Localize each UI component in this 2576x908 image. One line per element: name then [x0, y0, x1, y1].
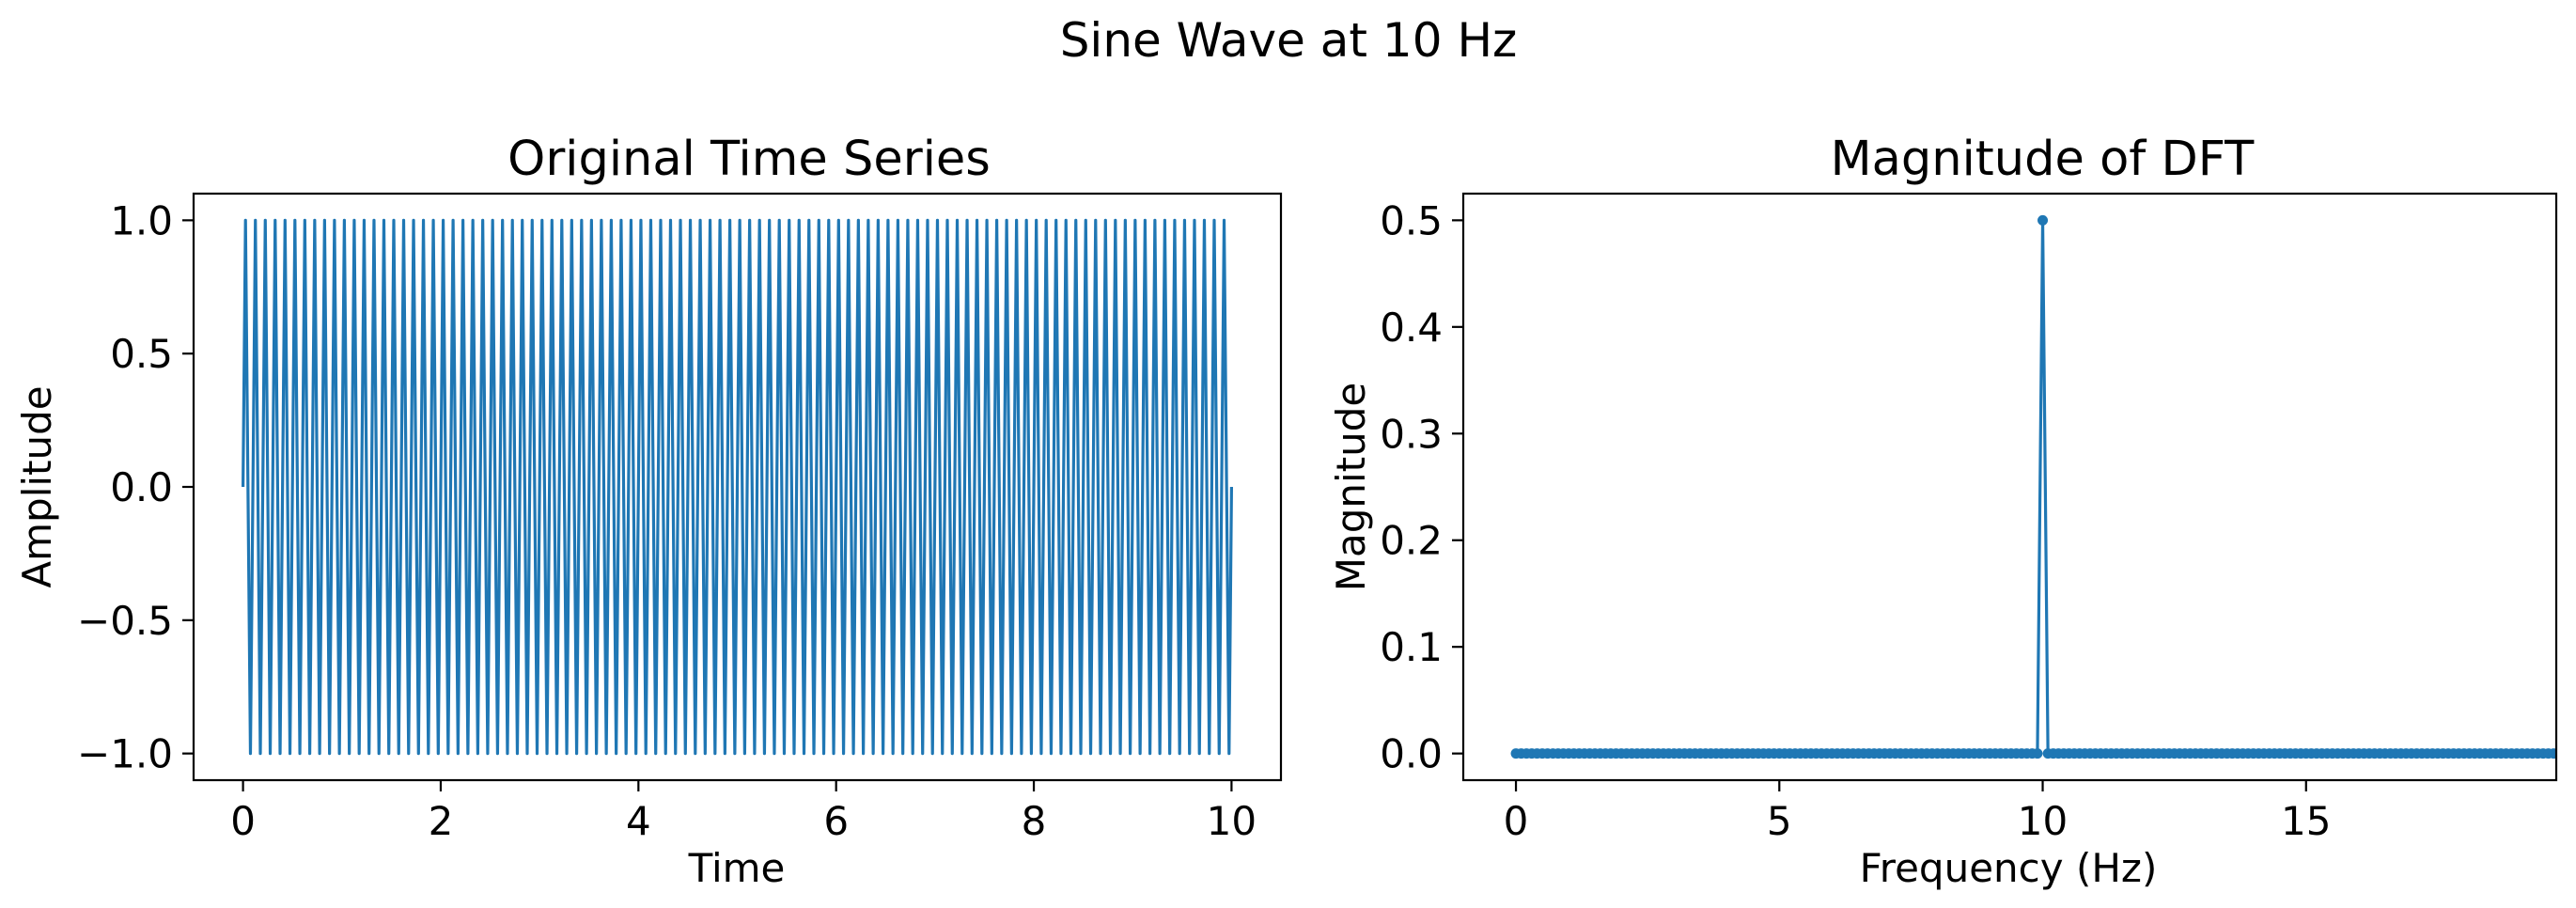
time-series-title: Original Time Series [507, 132, 991, 187]
time-series-plot-area [241, 218, 1234, 756]
dft-y-tick-label: 0.0 [1380, 731, 1443, 777]
time-series-y-tick-label: −0.5 [77, 598, 173, 644]
dft-x-tick-label: 0 [1504, 798, 1529, 844]
dft-point [2032, 748, 2043, 759]
dft-y-tick-label: 0.2 [1380, 518, 1443, 564]
dft-x-label: Frequency (Hz) [1860, 845, 2158, 891]
time-series-panel: Original Time Series 0 2 4 6 8 10 −1.0 −0.5 0.0… [14, 132, 1283, 891]
time-series-x-tick-label: 2 [429, 798, 454, 844]
time-series-x-ticks: 0 2 4 6 8 10 [230, 780, 1257, 844]
time-series-y-tick-label: −1.0 [77, 731, 173, 777]
dft-x-ticks: 0 5 10 15 [1504, 780, 2331, 844]
time-series-x-tick-label: 6 [823, 798, 849, 844]
time-series-x-tick-label: 8 [1022, 798, 1047, 844]
dft-panel: Magnitude of DFT 0 5 10 15 0.00.10.20.30.40… [1328, 132, 2558, 891]
dft-point [2037, 214, 2049, 226]
time-series-y-tick-label: 0.0 [110, 464, 173, 510]
dft-y-tick-label: 0.3 [1380, 411, 1443, 457]
time-series-x-tick-label: 10 [1207, 798, 1257, 844]
time-series-y-label: Amplitude [14, 385, 60, 587]
time-series-x-tick-label: 0 [230, 798, 256, 844]
dft-x-tick-label: 5 [1767, 798, 1792, 844]
dft-point [2548, 748, 2556, 759]
time-series-y-ticks: −1.0 −0.5 0.0 0.5 1.0 [77, 197, 194, 777]
figure-title: Sine Wave at 10 Hz [1060, 13, 1518, 68]
dft-title: Magnitude of DFT [1831, 132, 2255, 187]
dft-y-tick-label: 0.4 [1380, 305, 1443, 351]
dft-y-tick-label: 0.1 [1380, 624, 1443, 670]
dft-x-tick-label: 15 [2281, 798, 2331, 844]
time-series-x-label: Time [688, 845, 786, 891]
time-series-y-tick-label: 0.5 [110, 331, 173, 377]
dft-plot-area [1510, 214, 2556, 759]
dft-x-tick-label: 10 [2018, 798, 2068, 844]
dft-axes-frame [1461, 192, 2558, 782]
time-series-x-tick-label: 4 [626, 798, 651, 844]
dft-y-tick-label: 0.5 [1380, 197, 1443, 243]
dft-y-ticks: 0.0 0.1 0.2 0.3 0.4 0.5 [1380, 197, 1463, 777]
time-series-line [241, 218, 1234, 756]
dft-y-label: Magnitude [1328, 383, 1374, 592]
time-series-y-tick-label: 1.0 [110, 197, 173, 243]
